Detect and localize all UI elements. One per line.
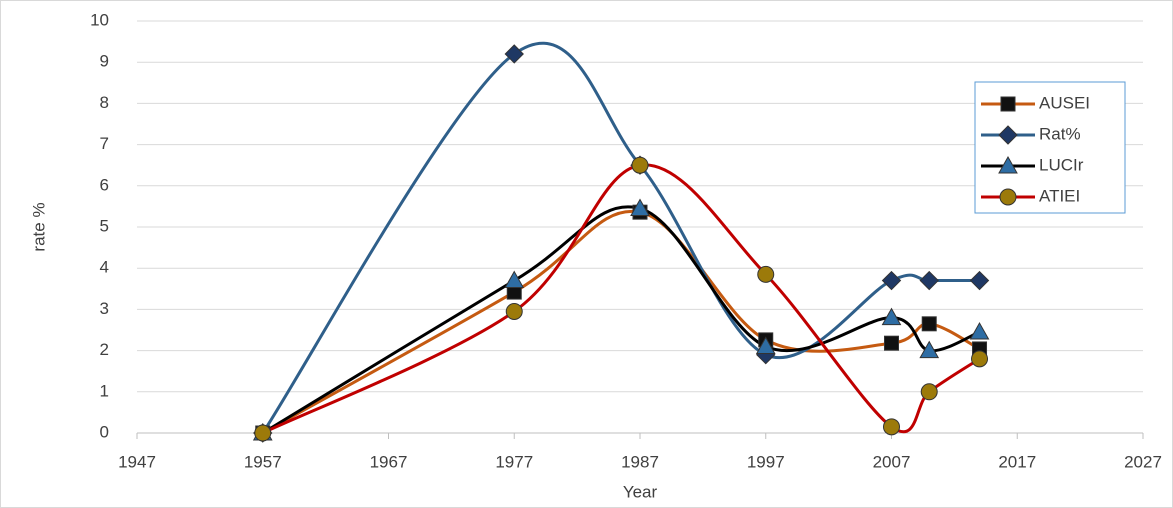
series-line (261, 205, 981, 435)
x-tick-label: 1967 (370, 452, 408, 471)
marker (630, 198, 650, 216)
legend-label: Rat% (1039, 124, 1081, 143)
series-line (262, 163, 981, 435)
legend-marker (998, 125, 1018, 145)
marker (883, 418, 900, 436)
y-tick-label: 5 (100, 216, 109, 235)
marker (755, 336, 776, 354)
marker (881, 307, 902, 326)
marker (505, 302, 523, 320)
marker (919, 270, 939, 291)
marker (254, 424, 272, 442)
x-tick-label: 1977 (495, 452, 533, 471)
marker (919, 340, 940, 359)
y-tick-label: 7 (100, 134, 109, 153)
x-tick-label: 1997 (747, 452, 785, 471)
y-tick-label: 1 (100, 381, 109, 400)
y-tick-label: 9 (100, 52, 109, 71)
x-tick-label: 2027 (1124, 452, 1162, 471)
marker (757, 265, 775, 283)
marker (971, 350, 989, 368)
y-tick-label: 10 (90, 10, 109, 29)
x-tick-label: 2007 (873, 452, 911, 471)
legend-marker (999, 188, 1017, 206)
y-tick-label: 0 (100, 422, 109, 441)
y-tick-label: 3 (100, 299, 109, 318)
marker (921, 316, 937, 332)
x-tick-label: 1947 (118, 452, 156, 471)
marker (884, 335, 899, 351)
y-axis-title: rate % (29, 202, 48, 251)
y-tick-label: 8 (100, 93, 109, 112)
x-tick-label: 1957 (244, 452, 282, 471)
x-tick-label: 2017 (998, 452, 1036, 471)
marker (631, 156, 649, 174)
x-tick-label: 1987 (621, 452, 659, 471)
y-tick-label: 6 (100, 175, 109, 194)
marker (920, 383, 938, 401)
legend-label: LUCIr (1039, 155, 1084, 174)
legend-marker (1000, 96, 1016, 112)
legend: AUSEI Rat% LUCIr ATIEI (974, 81, 1126, 214)
series-line (261, 41, 980, 434)
legend-label: ATIEI (1039, 186, 1080, 205)
marker (504, 44, 524, 64)
marker (969, 322, 990, 340)
marker (504, 270, 525, 289)
marker (969, 270, 990, 291)
legend-marker (998, 155, 1018, 174)
y-tick-label: 4 (100, 258, 109, 277)
y-tick-label: 2 (100, 340, 109, 359)
x-axis-title: Year (623, 482, 658, 501)
legend-label: AUSEI (1039, 93, 1090, 112)
marker (881, 270, 902, 291)
